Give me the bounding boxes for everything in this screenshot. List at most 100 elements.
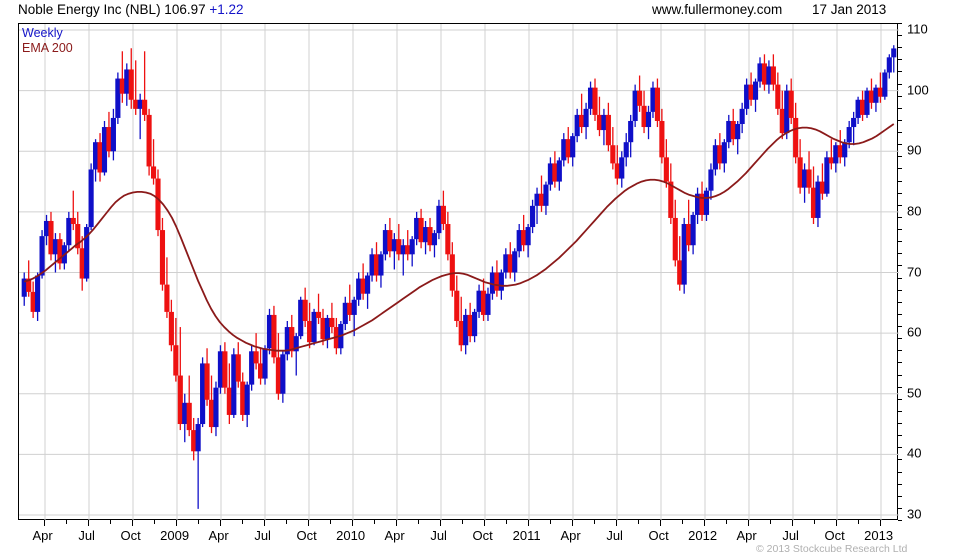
price-tick-minor — [898, 289, 902, 291]
date-tick-major — [571, 520, 573, 526]
price-tick-minor — [898, 495, 902, 497]
date-axis-label: 2009 — [160, 528, 190, 543]
date-axis-label: Oct — [120, 528, 141, 543]
date-tick-minor — [857, 520, 859, 524]
date-tick-minor — [153, 520, 155, 524]
price-tick-minor — [898, 374, 902, 376]
instrument-title: Noble Energy Inc (NBL) 106.97 +1.22 — [18, 2, 244, 17]
date-axis-label: 2011 — [512, 528, 541, 543]
date-axis-label: Apr — [208, 528, 229, 543]
date-tick-minor — [285, 520, 287, 524]
date-tick-minor — [637, 520, 639, 524]
price-tick-minor — [898, 483, 902, 485]
price-tick-minor — [898, 435, 902, 437]
price-tick-minor — [898, 35, 902, 37]
date-tick-major — [43, 520, 45, 526]
price-tick-minor — [898, 23, 902, 24]
price-tick-minor — [898, 386, 902, 388]
price-tick-minor — [898, 107, 902, 109]
date-axis[interactable]: Apr Jul Oct 2009 Apr Jul Oct 2010 Apr Jul Oct 2011 A… — [18, 520, 899, 560]
date-axis-label: Oct — [296, 528, 317, 543]
price-tick-minor — [898, 350, 902, 352]
date-tick-major — [659, 520, 661, 526]
price-tick-minor — [898, 59, 902, 61]
grid-layer — [19, 24, 899, 521]
price-tick-minor — [898, 229, 902, 231]
price-axis-label: 70 — [907, 264, 922, 279]
date-tick-major — [175, 520, 177, 526]
date-tick-major — [483, 520, 485, 526]
price-tick-minor — [898, 447, 902, 449]
price-tick-minor — [898, 338, 902, 340]
price-chart-plot-area[interactable] — [18, 23, 899, 521]
date-tick-major — [439, 520, 441, 526]
date-tick-minor — [241, 520, 243, 524]
legend-interval: Weekly — [22, 26, 63, 40]
price-axis-label: 60 — [907, 324, 922, 340]
price-tick-minor — [898, 423, 902, 425]
chart-legend: Weekly EMA 200 — [22, 26, 73, 56]
price-tick-minor — [898, 398, 902, 400]
price-tick-minor — [898, 277, 902, 279]
date-axis-label: Apr — [736, 528, 757, 543]
date-tick-major — [219, 520, 221, 526]
price-tick-minor — [898, 313, 902, 315]
instrument-name-and-price: Noble Energy Inc (NBL) 106.97 — [18, 2, 206, 17]
chart-date: 17 Jan 2013 — [812, 2, 887, 17]
price-axis-label: 50 — [907, 385, 922, 401]
price-axis-label: 80 — [907, 203, 922, 219]
date-axis-label: Apr — [32, 528, 53, 543]
copyright-notice: © 2013 Stockcube Research Ltd — [756, 543, 908, 555]
price-tick-minor — [898, 507, 902, 509]
price-tick-minor — [898, 410, 902, 412]
date-axis-label: Jul — [430, 528, 447, 543]
price-axis-label: 30 — [907, 506, 922, 522]
price-tick-minor — [898, 326, 902, 328]
date-tick-major — [835, 520, 837, 526]
date-axis-label: Jul — [782, 528, 799, 543]
price-tick-minor — [898, 83, 902, 85]
price-tick-minor — [898, 204, 902, 206]
price-tick-minor — [898, 471, 902, 473]
date-tick-major — [703, 520, 705, 526]
price-tick-minor — [898, 119, 902, 121]
date-tick-minor — [725, 520, 727, 524]
price-tick-minor — [898, 180, 902, 182]
date-tick-minor — [197, 520, 199, 524]
date-tick-minor — [461, 520, 463, 524]
price-tick-minor — [898, 253, 902, 255]
price-tick-minor — [898, 156, 902, 158]
date-axis-label: Jul — [254, 528, 271, 543]
price-tick-minor — [898, 265, 902, 267]
price-tick-minor — [898, 144, 902, 146]
price-tick-minor — [898, 520, 902, 521]
date-tick-major — [263, 520, 265, 526]
date-tick-major — [131, 520, 133, 526]
date-axis-label: Jul — [78, 528, 95, 543]
date-axis-label: 2012 — [688, 528, 718, 543]
date-tick-minor — [373, 520, 375, 524]
price-tick-minor — [898, 301, 902, 303]
date-axis-label: Oct — [648, 528, 669, 543]
date-tick-major — [87, 520, 89, 526]
date-tick-major — [879, 520, 881, 526]
price-axis[interactable]: 30 40 50 60 70 80 90 100 110 — [898, 22, 958, 522]
date-tick-minor — [549, 520, 551, 524]
price-tick-minor — [898, 132, 902, 134]
price-data-layer — [21, 45, 897, 509]
price-tick-minor — [898, 362, 902, 364]
date-tick-minor — [681, 520, 683, 524]
price-tick-minor — [898, 168, 902, 170]
price-tick-minor — [898, 216, 902, 218]
date-tick-major — [615, 520, 617, 526]
date-tick-minor — [417, 520, 419, 524]
date-tick-minor — [505, 520, 507, 524]
price-change: +1.22 — [209, 2, 244, 17]
price-axis-label: 90 — [907, 142, 922, 158]
price-tick-minor — [898, 71, 902, 73]
price-axis-label: 40 — [907, 445, 922, 461]
date-tick-minor — [65, 520, 67, 524]
date-tick-major — [791, 520, 793, 526]
date-axis-label: 2013 — [864, 528, 894, 543]
